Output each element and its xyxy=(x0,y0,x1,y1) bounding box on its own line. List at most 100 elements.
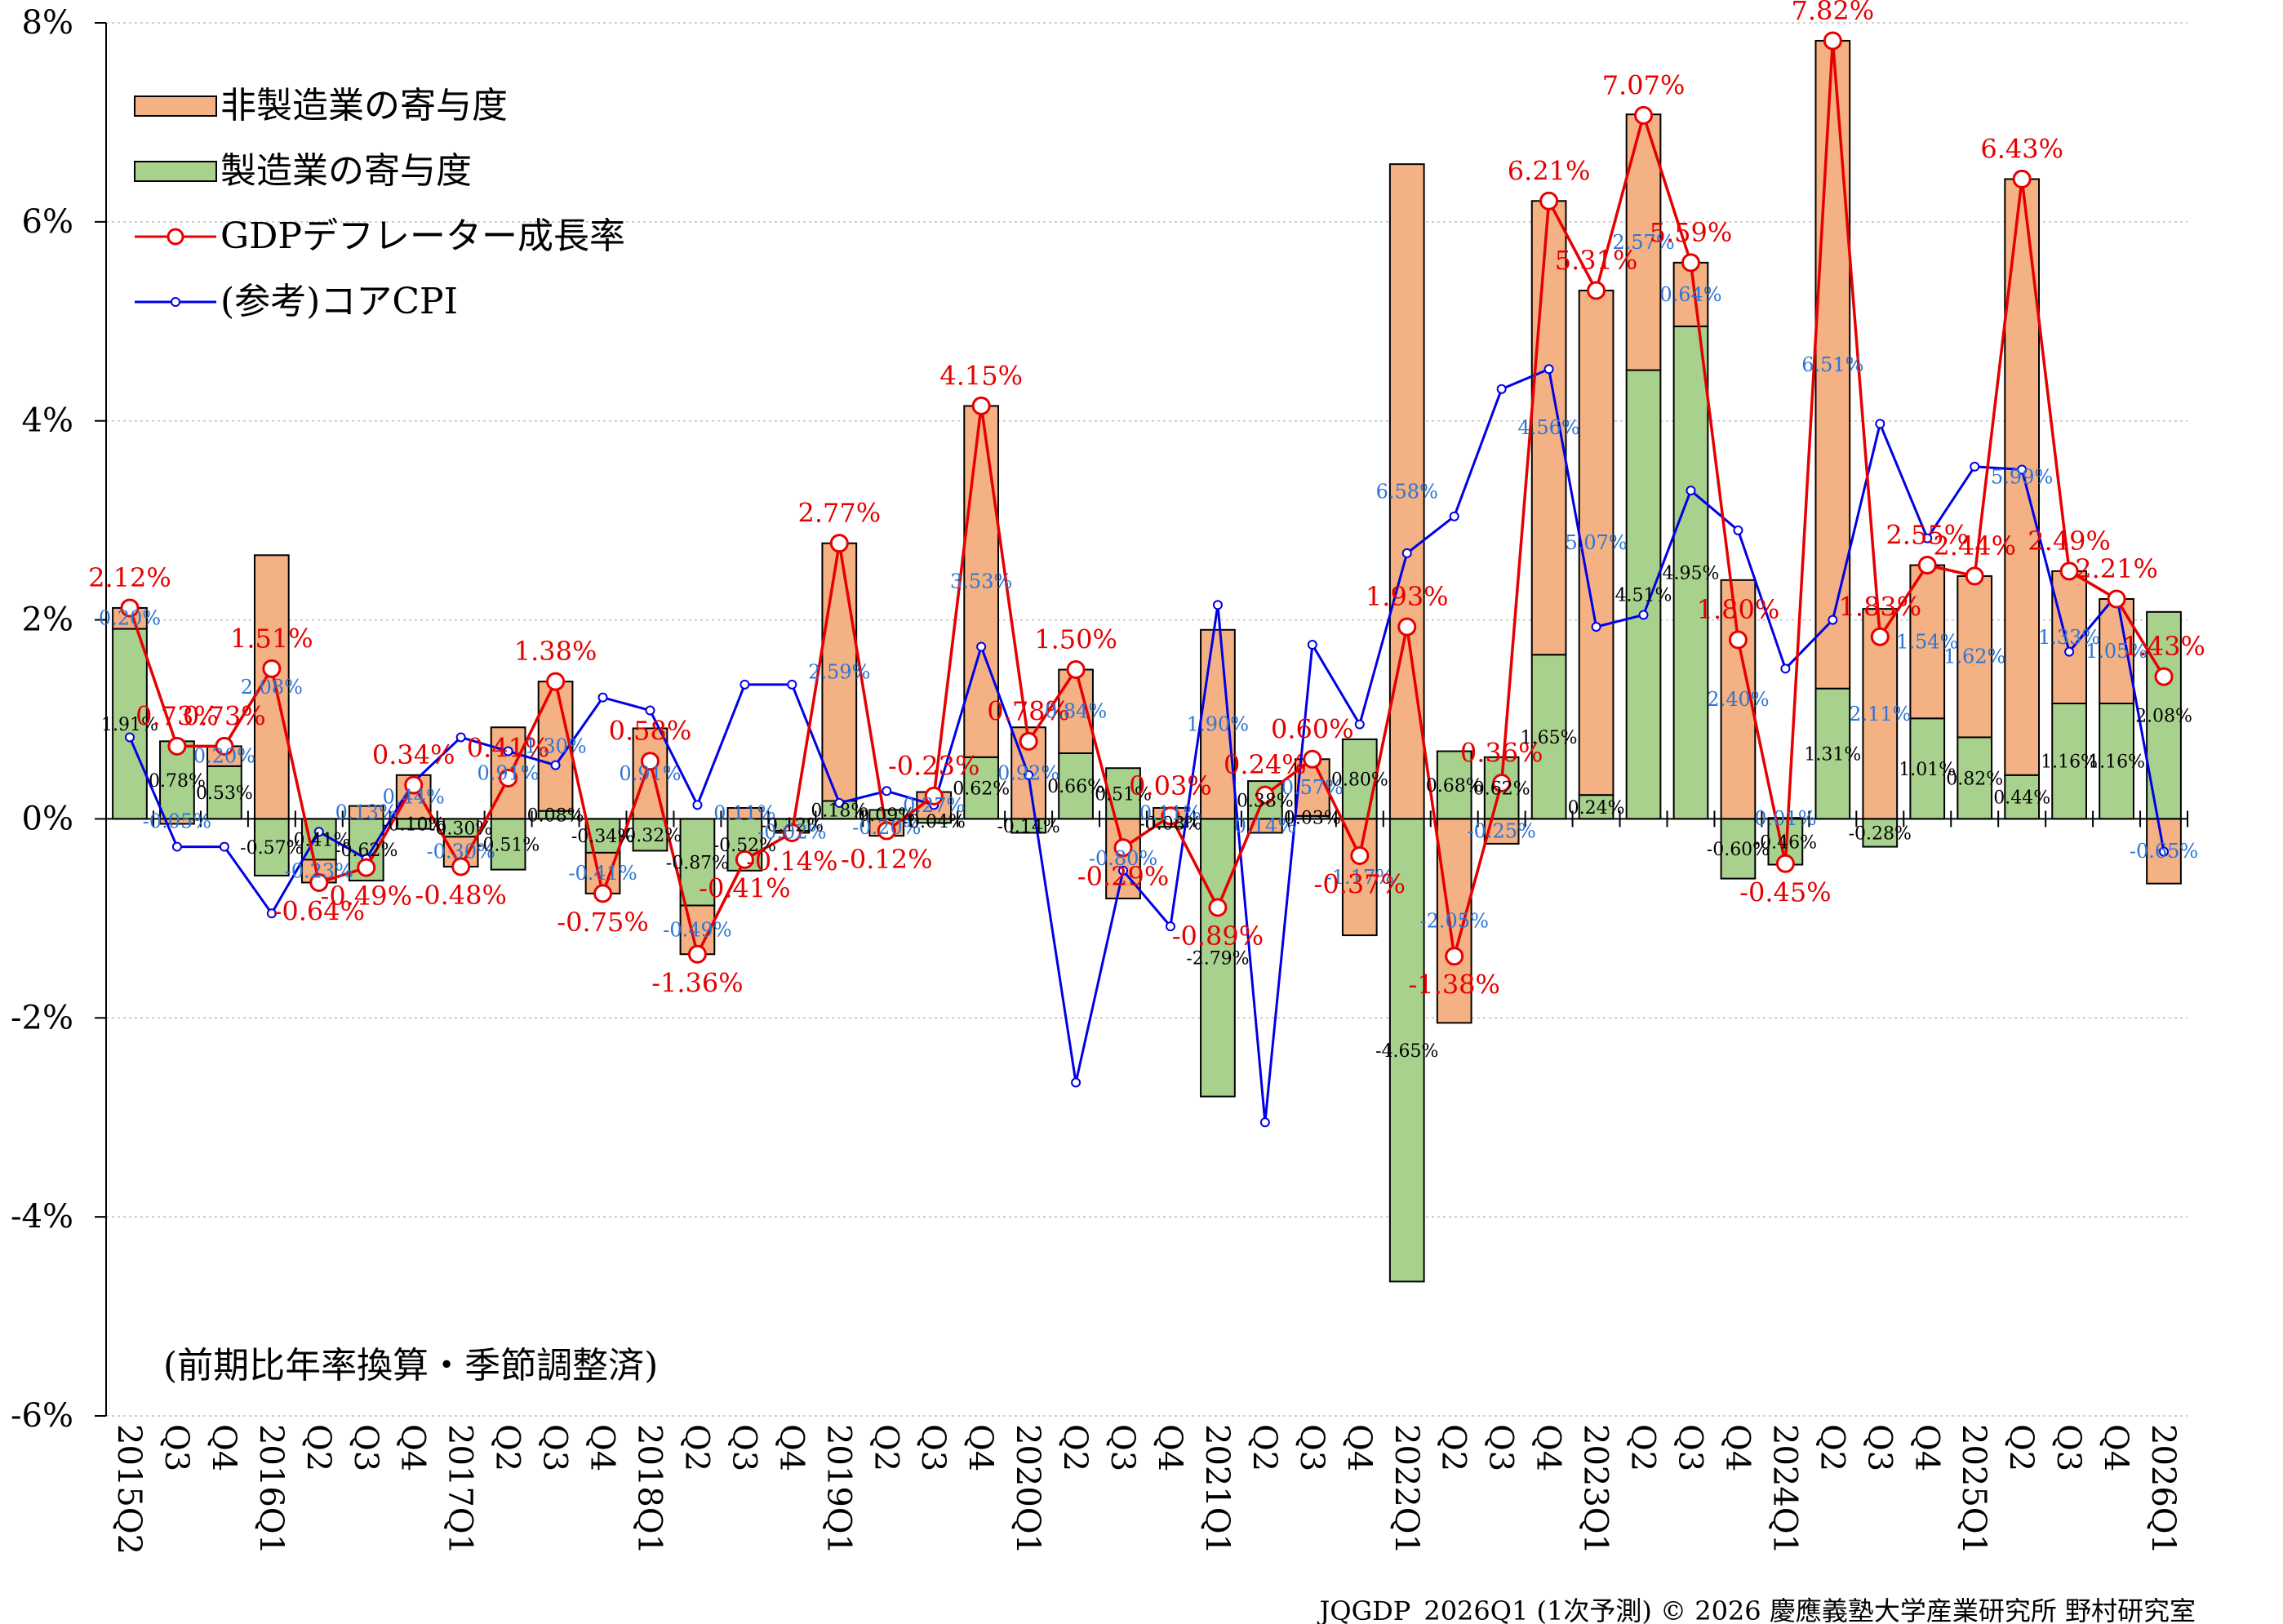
core-cpi-point xyxy=(313,827,324,837)
data-label-non-manufacturing: 2.57% xyxy=(1612,231,1674,254)
x-tick-label: Q2 xyxy=(1246,1424,1283,1471)
bar-non-manufacturing xyxy=(1578,289,1615,796)
y-tick-label: 4% xyxy=(22,402,73,440)
data-label-non-manufacturing: -0.65% xyxy=(2130,840,2198,863)
legend-marker-gdp-deflator xyxy=(167,228,184,246)
y-tick-label: 2% xyxy=(22,601,73,639)
x-tick-label: 2017Q1 xyxy=(442,1424,479,1555)
data-label-non-manufacturing: 6.58% xyxy=(1376,480,1438,503)
data-label-gdp-deflator: -0.29% xyxy=(1077,861,1169,892)
gdp-deflator-point xyxy=(2059,561,2079,581)
data-label-non-manufacturing: 0.91% xyxy=(619,762,681,785)
core-cpi-point xyxy=(787,679,797,690)
x-tick-label: Q4 xyxy=(1530,1424,1567,1471)
gdp-deflator-point xyxy=(1397,617,1417,637)
data-label-gdp-deflator: 5.59% xyxy=(1650,217,1733,248)
data-label-manufacturing: 0.44% xyxy=(1993,788,2050,809)
gdp-deflator-point xyxy=(167,736,187,756)
data-label-non-manufacturing: -0.05% xyxy=(143,810,211,832)
core-cpi-point xyxy=(1449,511,1459,521)
data-label-gdp-deflator: 1.43% xyxy=(2122,631,2205,662)
core-cpi-point xyxy=(1401,548,1412,558)
gdp-deflator-line xyxy=(128,40,2165,959)
bar-non-manufacturing xyxy=(1436,818,1472,1024)
core-cpi-point xyxy=(1307,640,1317,650)
core-cpi-point xyxy=(1875,419,1885,429)
core-cpi-point xyxy=(834,797,845,808)
bar-manufacturing xyxy=(1388,818,1425,1283)
legend-swatch-non-manufacturing xyxy=(134,95,217,117)
data-label-gdp-deflator: 7.82% xyxy=(1792,0,1875,26)
data-label-manufacturing: 0.68% xyxy=(1426,776,1483,796)
gdp-deflator-point xyxy=(829,534,849,553)
core-cpi-point xyxy=(2017,464,2028,475)
gdp-deflator-point xyxy=(593,884,613,903)
data-label-non-manufacturing: 0.91% xyxy=(477,761,539,784)
x-tick-label: Q3 xyxy=(725,1424,762,1471)
x-tick-label: Q2 xyxy=(1624,1424,1662,1471)
x-tick-label: Q3 xyxy=(2050,1424,2087,1471)
data-label-manufacturing: 1.01% xyxy=(1899,760,1956,780)
data-label-manufacturing: 2.08% xyxy=(2135,707,2192,727)
data-label-non-manufacturing: 0.27% xyxy=(903,794,965,817)
core-cpi-line xyxy=(128,367,2165,1123)
x-tick-label: 2016Q1 xyxy=(252,1424,290,1555)
gdp-deflator-point xyxy=(1965,566,1984,586)
x-tick-label: Q2 xyxy=(1813,1424,1850,1471)
data-label-gdp-deflator: 5.31% xyxy=(1555,245,1638,276)
data-label-gdp-deflator: -0.23% xyxy=(888,750,979,781)
data-label-non-manufacturing: -0.02% xyxy=(757,820,826,843)
bar-manufacturing xyxy=(1200,818,1236,1098)
gdp-deflator-point xyxy=(1917,556,1937,575)
data-label-manufacturing: -0.12% xyxy=(761,816,824,836)
data-label-gdp-deflator: 0.24% xyxy=(1224,749,1307,780)
data-label-manufacturing: -0.46% xyxy=(1754,832,1817,853)
legend-label-manufacturing: 製造業の寄与度 xyxy=(220,150,472,192)
y-tick-label: -6% xyxy=(11,1397,73,1435)
core-cpi-point xyxy=(1922,533,1933,544)
x-tick-label: 2019Q1 xyxy=(819,1424,857,1555)
data-label-manufacturing: -0.60% xyxy=(1707,840,1770,860)
gdp-deflator-point xyxy=(924,786,944,805)
data-label-non-manufacturing: 1.90% xyxy=(1187,713,1249,736)
gdp-deflator-point xyxy=(499,768,518,788)
chart-note: (前期比年率換算・季節調整済) xyxy=(163,1345,658,1387)
data-label-gdp-deflator: 0.73% xyxy=(183,700,266,731)
core-cpi-point xyxy=(2159,846,2170,857)
gdp-deflator-point xyxy=(1208,898,1228,917)
core-cpi-point xyxy=(1733,525,1743,535)
data-label-non-manufacturing: 0.64% xyxy=(1659,283,1721,306)
gdp-deflator-point xyxy=(357,858,376,877)
x-tick-label: 2021Q1 xyxy=(1198,1424,1236,1555)
gdp-deflator-point xyxy=(687,944,707,964)
legend: 非製造業の寄与度 製造業の寄与度 GDPデフレーター成長率 (参考)コアCPI xyxy=(134,85,625,322)
data-label-non-manufacturing: 0.20% xyxy=(193,745,255,768)
data-label-non-manufacturing: 0.84% xyxy=(1045,700,1107,723)
data-label-non-manufacturing: 1.30% xyxy=(524,734,586,757)
gdp-deflator-point xyxy=(1113,838,1133,858)
data-label-manufacturing: -0.28% xyxy=(1849,823,1912,844)
y-tick-label: 6% xyxy=(22,203,73,241)
x-tick-label: Q4 xyxy=(1340,1424,1378,1471)
data-label-manufacturing: 0.78% xyxy=(149,771,206,792)
bar-manufacturing xyxy=(1814,687,1851,820)
lines xyxy=(120,31,2174,1128)
data-label-manufacturing: -2.79% xyxy=(1186,949,1249,970)
data-label-non-manufacturing: -0.49% xyxy=(663,918,731,941)
data-label-gdp-deflator: 7.07% xyxy=(1602,69,1686,100)
data-label-manufacturing: -4.65% xyxy=(1375,1041,1438,1062)
gdp-deflator-point xyxy=(546,672,566,691)
gdp-deflator-point xyxy=(1775,854,1795,873)
data-label-non-manufacturing: -0.25% xyxy=(1467,820,1535,843)
data-label-non-manufacturing: 5.07% xyxy=(1565,531,1627,554)
data-label-non-manufacturing: 2.59% xyxy=(808,661,870,684)
gdp-deflator-point xyxy=(1870,627,1890,646)
gdp-deflator-point xyxy=(1350,846,1370,866)
data-label-manufacturing: -0.87% xyxy=(666,853,729,873)
data-label-manufacturing: -0.30% xyxy=(429,819,492,839)
data-label-non-manufacturing: 0.20% xyxy=(99,607,161,630)
data-label-non-manufacturing: 4.56% xyxy=(1517,416,1579,439)
data-label-non-manufacturing: 1.33% xyxy=(2038,626,2100,649)
gdp-deflator-point xyxy=(1066,660,1086,680)
data-label-gdp-deflator: 2.12% xyxy=(88,562,171,593)
